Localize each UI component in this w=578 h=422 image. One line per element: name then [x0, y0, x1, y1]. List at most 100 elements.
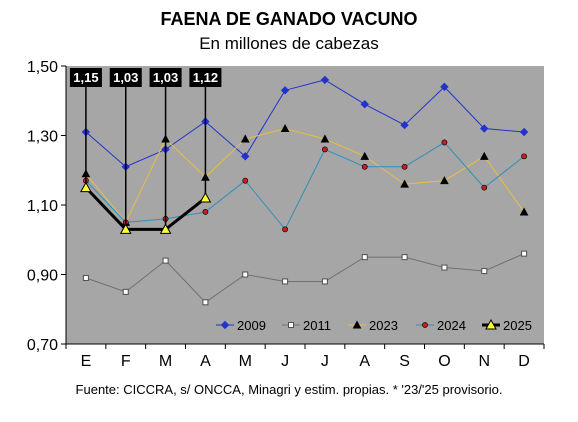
callout: 1,03 [109, 68, 142, 226]
legend-item-2024: 2024 [416, 318, 466, 333]
callout-label: 1,03 [113, 70, 138, 85]
data-point-2023 [360, 151, 370, 160]
data-point-2024 [521, 153, 527, 160]
legend-item-2011: 2011 [282, 318, 331, 333]
data-point-2011 [122, 288, 129, 295]
data-point-2011 [361, 254, 368, 261]
x-tick-label: S [399, 353, 410, 370]
data-point-2011 [321, 278, 328, 285]
data-point-2011 [202, 299, 209, 306]
y-tick-label: 1,30 [27, 129, 58, 146]
data-point-2024 [361, 163, 368, 170]
legend-swatch-marker [352, 320, 362, 329]
axes: 0,70 0,90 1,10 1,30 1,50 E F M A M J J A S O N D [27, 59, 545, 370]
data-point-2023 [400, 179, 409, 188]
callout-label: 1,12 [193, 70, 218, 85]
callout: 1,03 [149, 68, 182, 226]
x-tick-label: A [359, 353, 370, 370]
data-point-2023 [519, 207, 529, 216]
data-point-2024 [282, 226, 288, 233]
callout-box [69, 68, 102, 87]
x-tick-label: E [81, 353, 92, 370]
data-point-2009 [360, 100, 369, 109]
data-point-2011 [82, 274, 89, 281]
x-tick-label: J [321, 353, 329, 370]
data-point-2025 [159, 223, 172, 234]
legend: 2009 2011 2023 2024 2025 [216, 318, 532, 333]
y-tick-label: 0,90 [27, 268, 58, 285]
data-point-2023 [440, 176, 449, 185]
data-point-2023 [280, 123, 290, 133]
legend-item-2009: 2009 [216, 318, 266, 333]
series-2024 [83, 139, 527, 233]
legend-item-2025: 2025 [482, 318, 532, 333]
x-tick-label: F [121, 353, 131, 370]
data-point-2024 [322, 146, 328, 153]
data-point-2024 [202, 209, 209, 215]
series-line-2024 [85, 141, 525, 230]
series-layer [80, 75, 529, 306]
y-tick-label: 0,70 [27, 337, 58, 354]
data-point-2009 [480, 124, 489, 133]
callout-label: 1,03 [153, 70, 178, 85]
legend-swatch-marker [220, 320, 230, 330]
series-2025 [80, 181, 212, 234]
data-point-2011 [162, 257, 169, 264]
chart-title: FAENA DE GANADO VACUNO [160, 9, 418, 29]
y-tick-label: 1,10 [27, 198, 58, 215]
callout-box [149, 68, 182, 87]
data-point-2009 [241, 152, 250, 161]
callout: 1,15 [69, 68, 102, 184]
x-tick-label: O [438, 353, 450, 370]
series-2011 [82, 250, 528, 306]
data-point-2025 [80, 181, 92, 193]
data-point-2009 [320, 75, 330, 85]
data-point-2009 [280, 86, 290, 95]
x-tick-label: D [518, 353, 530, 370]
x-tick-label: N [478, 353, 490, 370]
data-point-2011 [401, 254, 408, 261]
x-tick-label: J [281, 353, 289, 370]
callout-box [189, 68, 222, 87]
series-line-2011 [85, 253, 525, 303]
data-point-2023 [479, 151, 489, 160]
legend-label: 2024 [437, 318, 466, 333]
callout-label: 1,15 [73, 70, 98, 85]
data-point-2011 [441, 264, 448, 271]
data-point-2011 [242, 271, 249, 278]
legend-swatch-marker [485, 318, 497, 330]
legend-label: 2023 [369, 318, 398, 333]
legend-item-2023: 2023 [348, 318, 398, 333]
data-point-2024 [242, 177, 249, 184]
data-point-2009 [519, 127, 529, 137]
series-line-2025 [84, 186, 207, 231]
data-point-2011 [481, 268, 488, 275]
data-point-2025 [119, 223, 132, 234]
data-point-2024 [401, 163, 408, 170]
y-tick-label: 1,50 [27, 59, 58, 76]
data-point-2011 [282, 278, 289, 285]
legend-label: 2025 [503, 318, 532, 333]
data-point-2025 [199, 192, 212, 203]
series-line-2023 [85, 128, 525, 223]
data-point-2009 [440, 82, 449, 92]
x-tick-label: A [200, 353, 211, 370]
x-tick-label: M [159, 353, 172, 370]
callout-box [109, 68, 142, 87]
data-point-2023 [320, 134, 330, 143]
x-tick-label: M [239, 353, 252, 370]
data-point-2024 [481, 184, 488, 191]
data-point-2011 [521, 250, 528, 257]
legend-label: 2009 [237, 318, 266, 333]
data-point-2009 [400, 120, 409, 130]
legend-label: 2011 [303, 318, 331, 333]
legend-swatch-marker [288, 322, 294, 328]
chart-subtitle: En millones de cabezas [199, 34, 379, 53]
data-point-2023 [240, 134, 250, 143]
legend-swatch-marker [422, 322, 428, 328]
callout: 1,12 [189, 68, 222, 195]
data-point-2024 [441, 139, 448, 146]
callout-layer: 1,15 1,03 1,03 1,12 [69, 68, 222, 226]
plot-area [66, 66, 544, 344]
